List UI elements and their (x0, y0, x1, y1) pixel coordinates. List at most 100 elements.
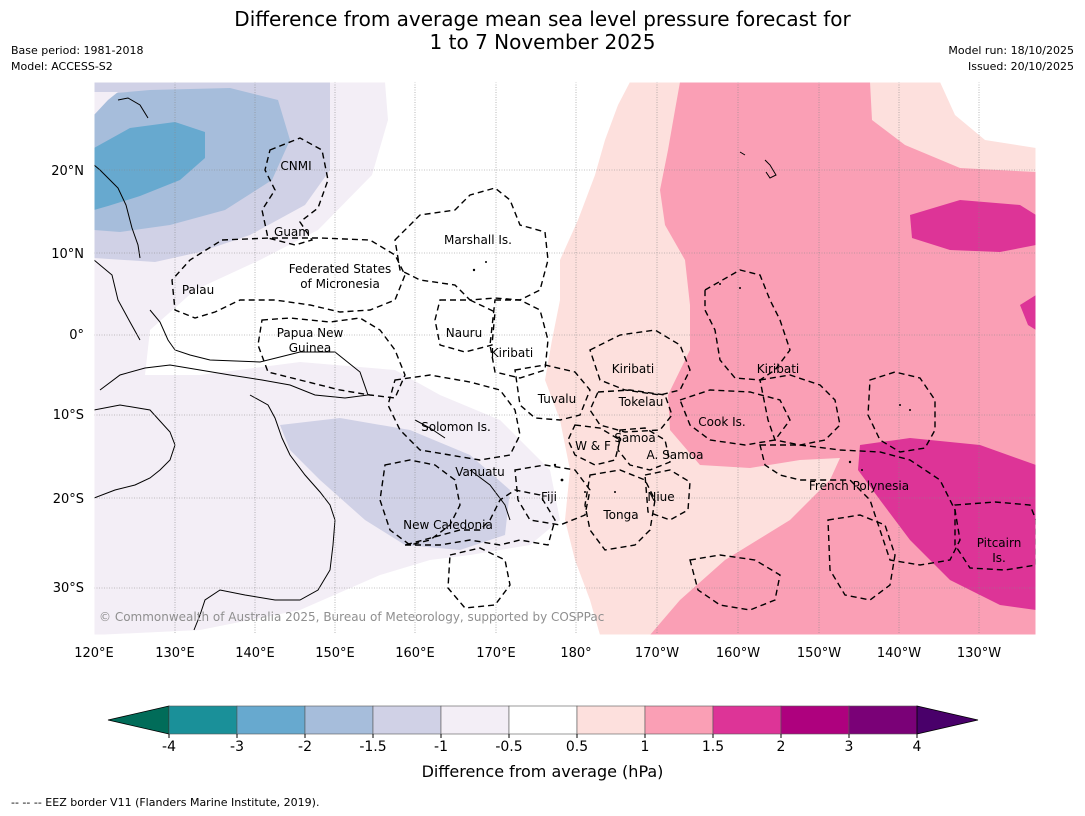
anomaly-band-1.5-to-2-north (910, 200, 1036, 252)
eez-legend-footer: -- -- -- EEZ border V11 (Flanders Marine… (11, 796, 320, 809)
colorbar-tick-label: 0.5 (566, 739, 588, 755)
label-guam: Guam (274, 225, 310, 239)
lon-tick-label: 180° (560, 646, 591, 661)
label-niue: Niue (647, 490, 674, 504)
label-samoa: Samoa (614, 431, 655, 445)
lon-tick-label: 120°E (74, 646, 114, 661)
colorbar-tick-label: 2 (777, 739, 786, 755)
title-line-1: Difference from average mean sea level p… (234, 7, 851, 31)
label-png-line2: Guinea (289, 341, 332, 355)
label-png-line1: Papua New (277, 326, 344, 340)
label-kiribati-central: Kiribati (612, 362, 654, 376)
label-marshall-islands: Marshall Is. (444, 233, 512, 247)
lon-tick-label: 170°W (635, 646, 679, 661)
lat-tick-label: 20°S (53, 492, 84, 507)
label-kiribati-east: Kiribati (757, 362, 799, 376)
copyright-notice: © Commonwealth of Australia 2025, Bureau… (99, 610, 604, 624)
lon-tick-label: 160°W (716, 646, 760, 661)
issued-text: Issued: 20/10/2025 (967, 60, 1074, 73)
title-line-2: 1 to 7 November 2025 (429, 30, 656, 54)
colorbar-tick-label: 1.5 (702, 739, 724, 755)
map-frame (93, 81, 1037, 636)
label-american-samoa: A. Samoa (647, 448, 704, 462)
label-new-caledonia: New Caledonia (403, 518, 493, 532)
lon-tick-label: 140°E (235, 646, 275, 661)
lat-tick-label: 10°S (53, 408, 84, 423)
label-tokelau: Tokelau (618, 395, 664, 409)
colorbar-tick-label: -0.5 (495, 739, 522, 755)
base-period-info: Base period: 1981-2018 Model: ACCESS-S2 (11, 43, 143, 75)
label-tuvalu: Tuvalu (537, 392, 577, 406)
lat-tick-label: 20°N (51, 164, 84, 179)
label-nauru: Nauru (446, 326, 482, 340)
label-solomon-islands: Solomon Is. (421, 420, 491, 434)
map-area (94, 82, 1036, 635)
colorbar-tick-label: -1 (434, 739, 448, 755)
colorbar-tick-label: -2 (298, 739, 312, 755)
lat-tick-label: 0° (69, 328, 84, 343)
small-purple-patch (94, 92, 118, 115)
label-pitcairn-line2: Is. (992, 551, 1006, 565)
lon-tick-label: 130°E (155, 646, 195, 661)
colorbar-segment (848, 705, 918, 735)
region-labels: CNMI Guam Marshall Is. Federated States … (182, 159, 1021, 565)
colorbar-tick-label: -1.5 (359, 739, 386, 755)
graticule (94, 82, 1036, 635)
label-fiji: Fiji (541, 490, 557, 504)
colorbar-segment (644, 705, 714, 735)
lon-tick-label: 160°E (395, 646, 435, 661)
anomaly-band-minus-1.5-to-minus-1-south (280, 418, 510, 550)
island-dots (472, 261, 911, 493)
label-cnmi: CNMI (280, 159, 311, 173)
lon-tick-label: 150°W (797, 646, 841, 661)
colorbar-tick-label: 3 (845, 739, 854, 755)
colorbar-segment (440, 705, 510, 735)
anomaly-band-1.5-to-2-east-edge (1020, 295, 1036, 330)
lon-tick-label: 130°W (957, 646, 1001, 661)
colorbar-segment (780, 705, 850, 735)
lon-tick-label: 150°E (315, 646, 355, 661)
colorbar: -4 -3 -2 -1.5 -1 -0.5 0.5 1 1.5 2 3 4 (107, 705, 979, 755)
label-kiribati-west: Kiribati (491, 346, 533, 360)
colorbar-segment (372, 705, 442, 735)
latitude-tick-labels: 20°N 10°N 0° 10°S 20°S 30°S (51, 164, 84, 596)
colorbar-segment (508, 705, 578, 735)
label-wallis-futuna: W & F (575, 439, 611, 453)
colorbar-segment (304, 705, 374, 735)
longitude-tick-labels: 120°E 130°E 140°E 150°E 160°E 170°E 180°… (74, 646, 1001, 661)
base-period-text: Base period: 1981-2018 (11, 44, 144, 57)
model-text: Model: ACCESS-S2 (11, 60, 113, 73)
label-fsm-line2: of Micronesia (300, 277, 380, 291)
lat-tick-label: 10°N (51, 247, 84, 262)
label-vanuatu: Vanuatu (455, 465, 505, 479)
colorbar-tick-label: 4 (913, 739, 922, 755)
chart-title: Difference from average mean sea level p… (0, 8, 1085, 54)
colorbar-tick-label: 1 (641, 739, 650, 755)
lon-tick-label: 140°W (877, 646, 921, 661)
model-run-text: Model run: 18/10/2025 (948, 44, 1074, 57)
label-french-polynesia: French Polynesia (809, 479, 909, 493)
lat-tick-label: 30°S (53, 581, 84, 596)
label-tonga: Tonga (602, 508, 638, 522)
label-cook-islands: Cook Is. (698, 415, 745, 429)
colorbar-segment (576, 705, 646, 735)
label-palau: Palau (182, 283, 214, 297)
white-patch-top-right (940, 82, 1036, 148)
eez-borders (171, 137, 1036, 611)
label-pitcairn-line1: Pitcairn (977, 536, 1022, 550)
anomaly-band-minus-3-to-minus-2 (94, 122, 205, 210)
anomaly-band-1.5-to-2-south (858, 438, 1036, 610)
colorbar-segment (236, 705, 306, 735)
colorbar-over-extension (916, 705, 979, 735)
coastlines (94, 97, 777, 631)
colorbar-tick-label: -3 (230, 739, 244, 755)
lon-tick-label: 170°E (476, 646, 516, 661)
colorbar-segment (168, 705, 238, 735)
label-fsm-line1: Federated States (289, 262, 391, 276)
colorbar-tick-label: -4 (162, 739, 176, 755)
model-run-info: Model run: 18/10/2025 Issued: 20/10/2025 (948, 43, 1074, 75)
colorbar-under-extension (107, 705, 170, 735)
colorbar-label: Difference from average (hPa) (421, 762, 664, 781)
colorbar-segment (712, 705, 782, 735)
